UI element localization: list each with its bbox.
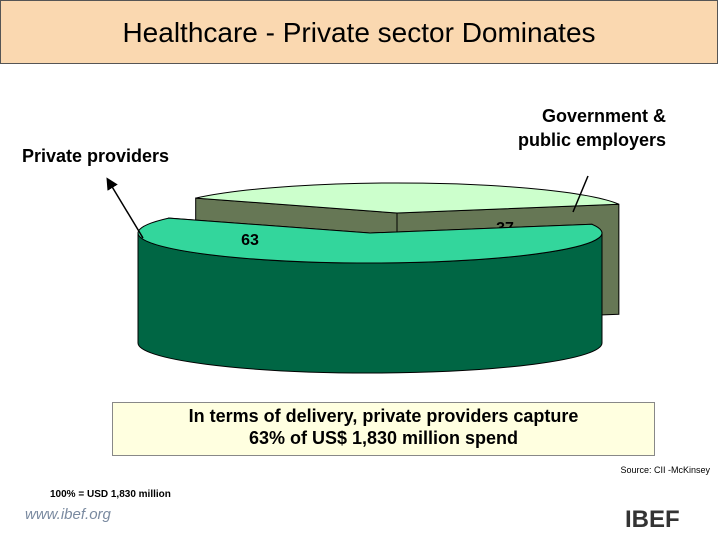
- data-label: 63: [241, 232, 259, 249]
- footer-url: www.ibef.org: [25, 506, 111, 523]
- slice: [195, 182, 620, 214]
- source: Source: CII -McKinsey: [620, 465, 710, 475]
- leader-line: [106, 177, 144, 239]
- category-label: Government & public employers: [517, 106, 666, 150]
- callout: In terms of delivery, private providers …: [112, 402, 655, 456]
- slide-title: Healthcare - Private sector Dominates: [0, 0, 718, 64]
- footnote: 100% = USD 1,830 million: [50, 489, 171, 500]
- logo: IBEF: [625, 506, 680, 533]
- slice: [137, 217, 603, 264]
- category-label: Private providers: [22, 146, 170, 166]
- leader-line: [572, 175, 589, 213]
